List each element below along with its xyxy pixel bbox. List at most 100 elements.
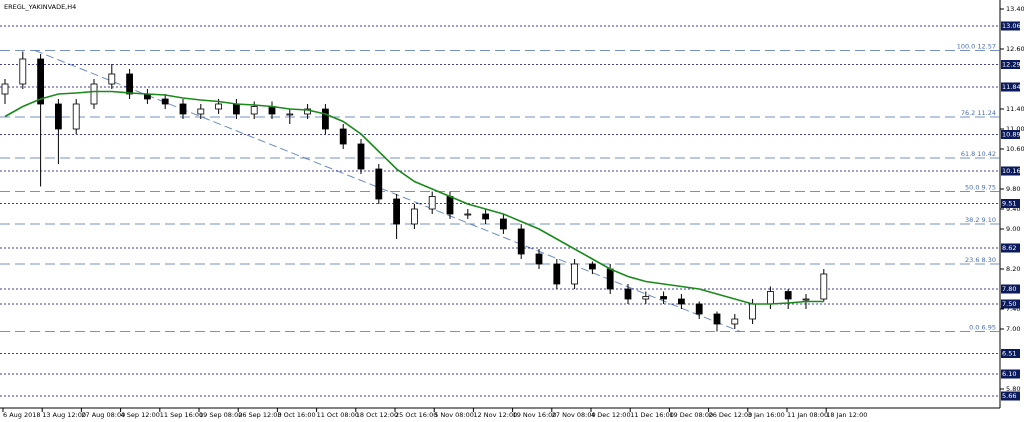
x-tick-label: 11 Sep 16:00	[160, 411, 203, 419]
price-level-label: 10.16	[1002, 167, 1021, 175]
candle-body	[126, 73, 133, 95]
y-tick-label: 13.40	[1006, 5, 1024, 13]
candle-body	[179, 103, 187, 115]
y-tick-label: 12.60	[1006, 45, 1024, 53]
y-tick-label: 9.00	[1006, 225, 1020, 233]
price-level-label: 8.62	[1002, 244, 1016, 252]
candle-body	[695, 303, 703, 315]
x-tick-label: 11 Jan 08:00	[787, 411, 828, 419]
candle-body	[642, 296, 650, 300]
x-tick-label: 11 Oct 08:00	[317, 411, 359, 419]
candle-body	[624, 288, 632, 300]
candle-body	[410, 208, 418, 225]
fib-label: 38.2 9.10	[965, 216, 996, 224]
price-level-box	[1001, 199, 1020, 208]
candle-body	[108, 73, 116, 85]
candle-body	[197, 108, 205, 115]
candle-body	[553, 263, 561, 285]
candle-body	[215, 103, 223, 110]
x-tick-label: 3 Jan 16:00	[748, 411, 785, 419]
y-tick-label: 7.40	[1006, 305, 1020, 313]
x-tick-label: 19 Dec 08:00	[669, 411, 713, 419]
fib-trend-line	[34, 50, 741, 332]
candle-body	[232, 103, 240, 115]
candle-body	[802, 298, 810, 301]
y-tick-label: 10.60	[1006, 145, 1024, 153]
fib-label: 23.6 8.30	[965, 256, 996, 264]
fib-label: 76.2 11.24	[961, 109, 996, 117]
candle-body	[339, 128, 347, 145]
candle-body	[820, 273, 828, 300]
chart-title: EREGL_YAKINVADE,H4	[4, 3, 76, 11]
x-tick-label: 11 Dec 16:00	[630, 411, 674, 419]
candle-body	[19, 58, 27, 85]
candle-body	[446, 196, 454, 215]
candle-body	[517, 228, 525, 255]
x-tick-label: 12 Nov 12:00	[473, 411, 517, 419]
candle-body	[286, 113, 294, 116]
candle-body	[321, 108, 329, 130]
y-tick-label: 8.20	[1006, 265, 1020, 273]
x-tick-label: 3 Oct 16:00	[277, 411, 315, 419]
x-tick-label: 4 Dec 12:00	[591, 411, 631, 419]
candle-body	[571, 263, 578, 285]
y-tick-label: 11.00	[1006, 125, 1024, 133]
y-tick-label: 9.80	[1006, 185, 1020, 193]
candle-body	[250, 106, 258, 115]
price-level-label: 12.29	[1002, 61, 1021, 69]
price-level-box	[1001, 130, 1020, 139]
candle-body	[393, 198, 401, 225]
x-tick-label: 18 Jan 12:00	[826, 411, 867, 419]
y-tick-label: 9.40	[1006, 205, 1020, 213]
candle-body	[268, 106, 276, 115]
x-tick-label: 5 Nov 08:00	[434, 411, 474, 419]
candle-body	[90, 83, 98, 105]
candle-body	[464, 213, 472, 216]
x-tick-label: 25 Oct 16:00	[395, 411, 437, 419]
price-level-box	[1001, 166, 1020, 176]
x-tick-label: 27 Aug 08:00	[81, 411, 125, 419]
fib-label: 50.0 9.75	[965, 184, 996, 192]
candle-body	[304, 108, 312, 115]
x-tick-label: 18 Oct 12:00	[356, 411, 398, 419]
y-tick-label: 11.40	[1006, 105, 1024, 113]
x-tick-label: 6 Aug 2018	[3, 411, 41, 419]
y-tick-label: 5.80	[1006, 385, 1020, 393]
candle-body	[767, 291, 774, 305]
candle-body	[375, 168, 383, 200]
price-level-label: 6.10	[1002, 370, 1016, 378]
candle-body	[749, 303, 756, 320]
price-level-box	[1001, 299, 1020, 309]
price-level-label: 11.84	[1002, 83, 1021, 91]
candle-body	[499, 218, 507, 230]
price-level-box	[1001, 21, 1020, 31]
price-level-label: 9.51	[1002, 200, 1016, 208]
x-tick-label: 13 Aug 12:00	[42, 411, 86, 419]
moving-average	[4, 90, 824, 305]
candle-body	[606, 268, 614, 290]
price-level-box	[1001, 284, 1020, 294]
x-tick-label: 26 Sep 12:00	[238, 411, 281, 419]
x-tick-label: 4 Sep 12:00	[121, 411, 160, 419]
fib-label: 61.8 10.42	[961, 150, 996, 158]
candle-body	[1, 83, 9, 95]
price-level-label: 7.80	[1002, 285, 1016, 293]
candle-body	[357, 143, 365, 170]
x-tick-label: 19 Nov 16:00	[513, 411, 557, 419]
candle-body	[72, 103, 80, 130]
price-level-label: 10.89	[1002, 131, 1021, 139]
candle-body	[55, 103, 62, 130]
candle-body	[784, 291, 792, 300]
candle-body	[660, 296, 667, 300]
y-tick-label: 7.00	[1006, 325, 1020, 333]
price-level-label: 13.06	[1002, 22, 1021, 30]
x-tick-label: 19 Sep 08:00	[199, 411, 242, 419]
price-level-label: 6.51	[1002, 350, 1016, 358]
price-level-box	[1001, 349, 1020, 358]
candle-body	[535, 253, 543, 265]
price-level-label: 5.66	[1002, 392, 1016, 400]
fib-label: 0.0 6.95	[969, 324, 996, 332]
candle-body	[589, 263, 596, 270]
